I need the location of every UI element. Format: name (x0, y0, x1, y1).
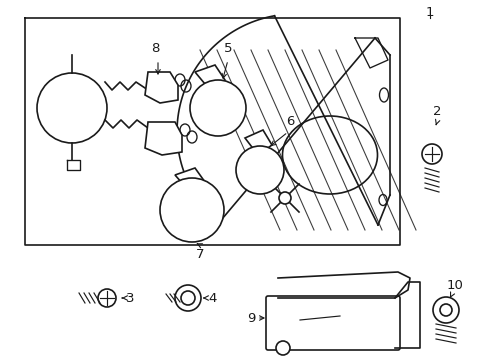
Circle shape (98, 289, 116, 307)
Text: 8: 8 (150, 42, 159, 55)
Text: 10: 10 (446, 279, 463, 292)
Text: 3: 3 (126, 292, 134, 305)
Text: 9: 9 (246, 311, 254, 324)
FancyBboxPatch shape (265, 296, 399, 350)
Circle shape (175, 285, 201, 311)
Circle shape (421, 144, 441, 164)
Text: 7: 7 (195, 248, 204, 261)
Circle shape (190, 80, 245, 136)
Polygon shape (145, 72, 178, 103)
Circle shape (432, 297, 458, 323)
Polygon shape (145, 122, 182, 155)
Circle shape (160, 178, 224, 242)
Text: 2: 2 (432, 105, 440, 118)
Text: 4: 4 (207, 292, 216, 305)
Polygon shape (195, 65, 224, 90)
Polygon shape (175, 168, 204, 192)
Text: 1: 1 (425, 5, 433, 18)
Circle shape (439, 304, 451, 316)
Polygon shape (244, 130, 271, 155)
Text: 5: 5 (224, 42, 232, 55)
Circle shape (236, 146, 284, 194)
Text: 6: 6 (285, 115, 294, 128)
Circle shape (275, 341, 289, 355)
Circle shape (279, 192, 290, 204)
Circle shape (181, 291, 195, 305)
